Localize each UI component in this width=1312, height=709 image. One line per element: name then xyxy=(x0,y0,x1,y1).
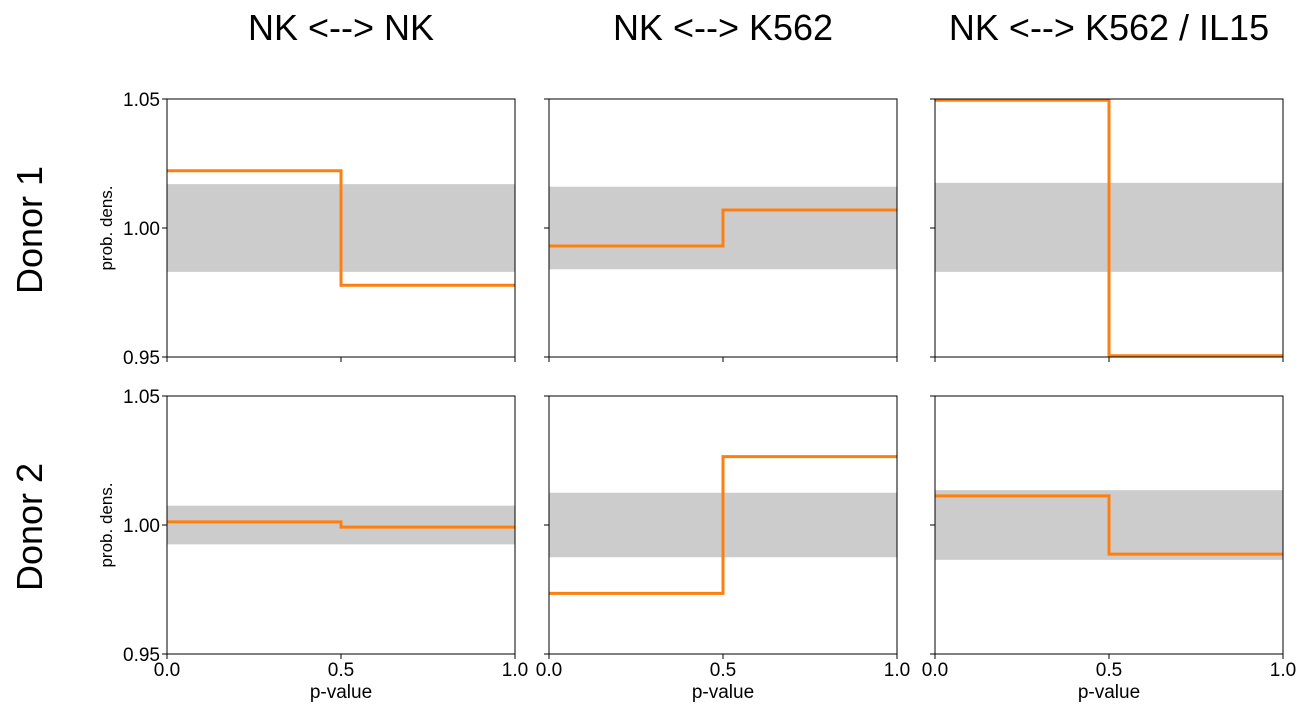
row-label-2: Donor 2 xyxy=(9,463,50,591)
x-axis-label: p-value xyxy=(1078,682,1140,703)
x-tick-label: 0.5 xyxy=(328,660,354,681)
panel-r2-c2: 0.0 0.5 1.0 p-value xyxy=(536,395,910,703)
confidence-band xyxy=(341,184,515,272)
step-line xyxy=(549,208,897,248)
row-labels: Donor 1 Donor 2 xyxy=(9,166,50,591)
confidence-band xyxy=(167,505,341,545)
confidence-band xyxy=(723,492,897,558)
step-line xyxy=(935,494,1283,556)
y-tick-label: 1.00 xyxy=(123,516,160,537)
y-tick-label: 1.05 xyxy=(123,90,160,111)
column-title-3: NK <--> K562 / IL15 xyxy=(949,7,1269,48)
step-line xyxy=(167,169,515,287)
y-tick-label: 0.95 xyxy=(123,348,160,369)
x-axis-label: p-value xyxy=(692,682,754,703)
y-tick-label: 1.05 xyxy=(123,387,160,408)
x-tick-label: 1.0 xyxy=(884,660,910,681)
confidence-band xyxy=(549,492,723,558)
column-title-1: NK <--> NK xyxy=(248,7,434,48)
column-title-2: NK <--> K562 xyxy=(613,7,833,48)
y-axis-label: prob. dens. xyxy=(97,185,116,270)
confidence-band xyxy=(1109,182,1283,272)
step-line xyxy=(167,520,515,529)
panel-r2-c3: 0.0 0.5 1.0 p-value xyxy=(922,395,1296,703)
row-label-1: Donor 1 xyxy=(9,166,50,294)
panel-r2-c1: 0.0 0.5 1.0 0.95 1.00 1.05 p-value prob. dens. xyxy=(97,387,528,703)
confidence-band xyxy=(723,186,897,270)
confidence-band xyxy=(549,186,723,270)
x-tick-label: 0.0 xyxy=(922,660,948,681)
x-tick-label: 1.0 xyxy=(1270,660,1296,681)
panel-r1-c3 xyxy=(930,98,1284,362)
confidence-band xyxy=(167,184,341,272)
step-line xyxy=(935,98,1283,358)
confidence-band xyxy=(935,490,1109,560)
x-tick-label: 0.0 xyxy=(154,660,180,681)
x-tick-label: 0.5 xyxy=(1096,660,1122,681)
x-tick-label: 1.0 xyxy=(502,660,528,681)
x-tick-label: 0.0 xyxy=(536,660,562,681)
x-tick-label: 0.5 xyxy=(710,660,736,681)
panel-r1-c2 xyxy=(544,98,898,362)
x-axis-label: p-value xyxy=(310,682,372,703)
confidence-band xyxy=(341,505,515,545)
column-titles: NK <--> NK NK <--> K562 NK <--> K562 / IL1… xyxy=(248,7,1269,48)
confidence-band xyxy=(1109,490,1283,560)
step-line xyxy=(549,455,897,595)
y-axis-label: prob. dens. xyxy=(97,482,116,567)
y-tick-label: 1.00 xyxy=(123,219,160,240)
confidence-band xyxy=(935,182,1109,272)
panel-r1-c1: 0.95 1.00 1.05 prob. dens. xyxy=(97,90,516,369)
y-tick-label: 0.95 xyxy=(123,645,160,666)
